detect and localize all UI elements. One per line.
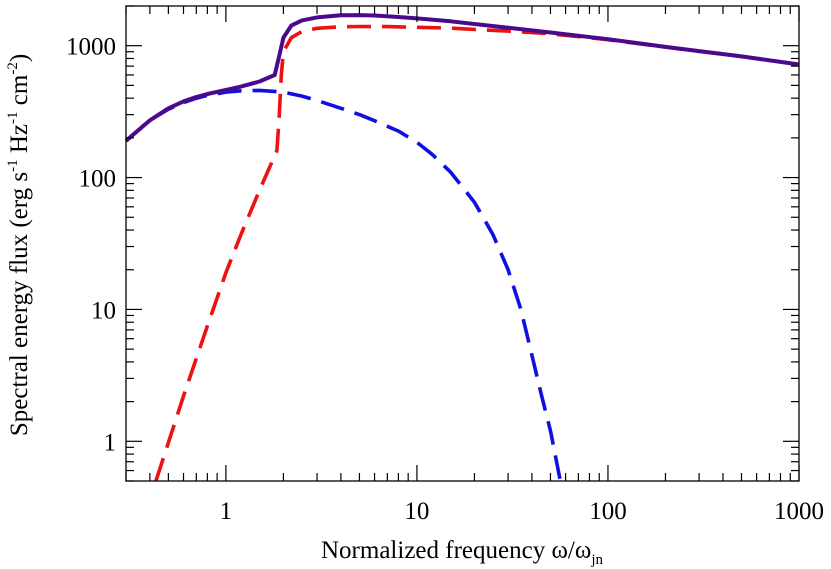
series-red-component (154, 24, 800, 482)
x-axis-label: Normalized frequency ω/ωjn (321, 537, 603, 568)
y-axis-label-sup-1: -1 (5, 159, 21, 172)
x-axis-label-subscript: jn (590, 552, 603, 568)
y-tick-label: 10 (91, 297, 116, 324)
tick-layer: 1 10 100 1000 1 10 100 1000 (66, 5, 824, 525)
plot-frame (125, 5, 800, 482)
y-axis-label-mid-1: Hz (6, 124, 33, 159)
x-tick-label: 100 (589, 498, 627, 525)
y-tick-label: 100 (79, 166, 117, 193)
y-axis-label-sup-3: -2 (5, 62, 21, 75)
x-axis-label-main: Normalized frequency ω/ω (321, 537, 591, 564)
series-total (124, 13, 800, 143)
y-tick-label: 1000 (66, 34, 116, 61)
x-tick-label: 1000 (774, 498, 824, 525)
x-tick-label: 10 (404, 498, 429, 525)
y-axis-label-main: Spectral energy flux (erg s (6, 172, 33, 436)
y-axis-label-sup-2: -1 (5, 111, 21, 124)
y-axis-label-mid-2: cm (6, 74, 33, 111)
y-axis-label-end: ) (6, 54, 33, 62)
y-tick-label: 1 (104, 429, 117, 456)
x-tick-label: 1 (220, 498, 233, 525)
y-axis-label: Spectral energy flux (erg s-1 Hz-1 cm-2) (5, 54, 33, 436)
series-blue-component (124, 88, 562, 480)
series-layer (124, 13, 800, 482)
